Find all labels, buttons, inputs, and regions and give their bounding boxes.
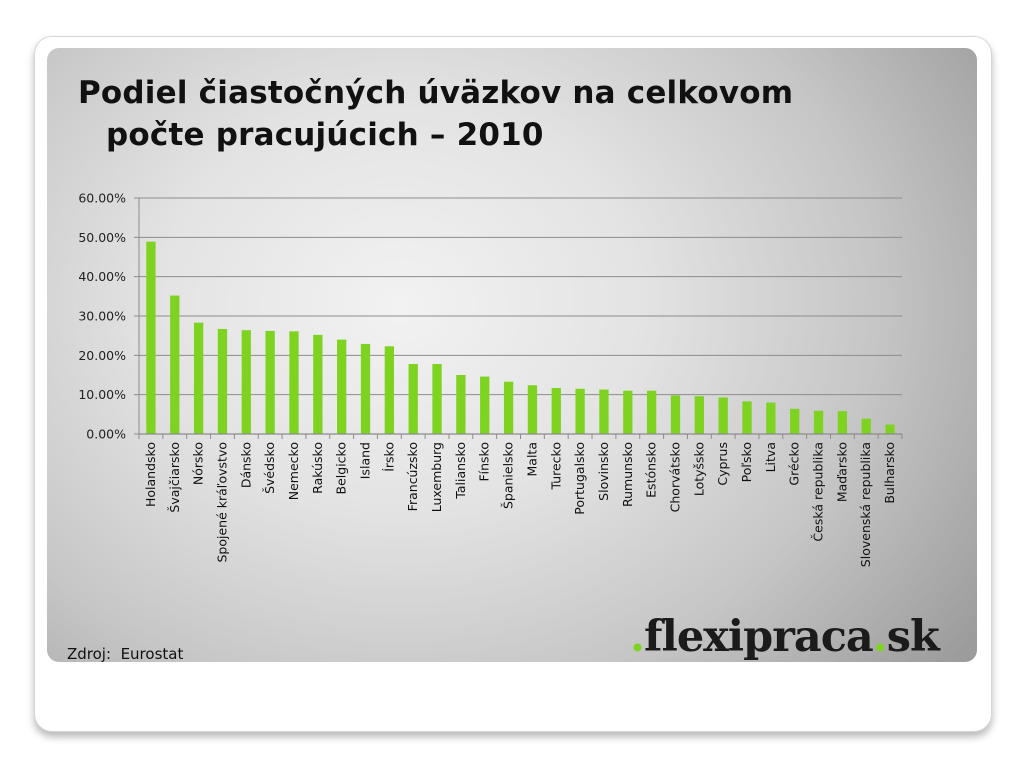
bar bbox=[360, 343, 371, 434]
x-category-label: Nórsko bbox=[191, 442, 206, 485]
x-category-label: Spojené kráľovstvo bbox=[214, 442, 229, 563]
x-category-label: Švédsko bbox=[262, 442, 277, 494]
y-tick-label: 30.00% bbox=[78, 309, 126, 324]
bar bbox=[575, 388, 585, 434]
x-category-label: Maďarsko bbox=[834, 442, 849, 502]
x-category-label: Poľsko bbox=[739, 442, 754, 482]
bar bbox=[766, 402, 776, 434]
bar bbox=[337, 339, 347, 434]
x-category-label: Rumunsko bbox=[620, 442, 635, 507]
bar bbox=[718, 397, 728, 434]
x-category-label: Francúzsko bbox=[405, 442, 420, 511]
logo-dot-right: . bbox=[872, 612, 888, 662]
bar bbox=[646, 390, 657, 434]
bar bbox=[837, 411, 848, 434]
x-category-label: Chorvátsko bbox=[667, 442, 682, 512]
x-category-label: Bulharsko bbox=[882, 442, 897, 504]
y-tick-label: 20.00% bbox=[78, 348, 126, 363]
x-category-label: Rakúsko bbox=[310, 442, 325, 494]
x-category-label: Belgicko bbox=[334, 442, 349, 494]
slide-title-line2: počte pracujúcich – 2010 bbox=[106, 117, 544, 153]
x-category-label: Dánsko bbox=[238, 442, 253, 488]
logo-name: flexipraca bbox=[643, 612, 874, 662]
bar bbox=[480, 376, 490, 434]
x-category-label: Slovinsko bbox=[596, 442, 611, 501]
bar bbox=[551, 387, 561, 434]
bar bbox=[408, 363, 418, 434]
x-category-label: Grécko bbox=[787, 442, 802, 486]
bar bbox=[813, 410, 824, 434]
x-category-label: Cyprus bbox=[715, 442, 730, 486]
y-tick-label: 40.00% bbox=[78, 269, 126, 284]
bar bbox=[623, 390, 633, 434]
bar bbox=[217, 328, 228, 434]
x-category-label: Litva bbox=[763, 442, 778, 472]
x-category-label: Portugalsko bbox=[572, 442, 587, 515]
bar bbox=[790, 408, 800, 434]
x-category-label: Slovenská republika bbox=[858, 442, 873, 567]
x-category-label: Švajčiarsko bbox=[167, 442, 182, 513]
source-note: Zdroj: Eurostat bbox=[67, 645, 184, 663]
bar bbox=[861, 418, 871, 434]
x-category-label: Nemecko bbox=[286, 442, 301, 500]
slide-title-line1: Podiel čiastočných úväzkov na celkovom bbox=[78, 75, 794, 111]
bar bbox=[193, 322, 204, 434]
flexipraca-logo: .flexipraca.sk bbox=[630, 612, 950, 672]
bar bbox=[599, 389, 609, 434]
x-category-label: Holandsko bbox=[143, 442, 158, 507]
x-category-label: Fínsko bbox=[477, 442, 492, 482]
slide-title: Podiel čiastočných úväzkov na celkovom p… bbox=[78, 72, 918, 156]
x-category-label: Taliansko bbox=[453, 442, 468, 500]
x-category-label: Island bbox=[358, 442, 373, 479]
x-category-label: Estónsko bbox=[644, 442, 659, 498]
logo-tld: sk bbox=[886, 612, 940, 662]
bar bbox=[289, 331, 299, 434]
bar bbox=[265, 330, 275, 434]
x-category-label: Španielsko bbox=[501, 442, 516, 509]
bar bbox=[313, 334, 323, 434]
bar bbox=[527, 385, 538, 434]
bar bbox=[241, 330, 251, 434]
bar bbox=[503, 381, 514, 434]
x-category-label: Česká republika bbox=[811, 442, 826, 542]
y-tick-label: 50.00% bbox=[78, 230, 126, 245]
x-category-label: Turecko bbox=[548, 442, 563, 491]
bar bbox=[146, 241, 156, 434]
bar bbox=[885, 424, 895, 434]
logo-dot-left: . bbox=[630, 612, 645, 662]
y-tick-label: 0.00% bbox=[86, 427, 126, 442]
y-tick-label: 60.00% bbox=[78, 191, 126, 206]
x-category-label: Luxemburg bbox=[429, 442, 444, 512]
y-tick-label: 10.00% bbox=[78, 387, 126, 402]
bar bbox=[694, 396, 704, 434]
x-category-label: Írsko bbox=[381, 442, 396, 472]
x-category-label: Malta bbox=[524, 442, 539, 476]
bar bbox=[742, 401, 752, 434]
bar bbox=[170, 295, 180, 434]
x-category-label: Lotyšsko bbox=[691, 442, 706, 496]
bar bbox=[670, 395, 681, 434]
bar bbox=[432, 363, 442, 434]
bar bbox=[384, 346, 395, 434]
bar bbox=[456, 375, 466, 434]
